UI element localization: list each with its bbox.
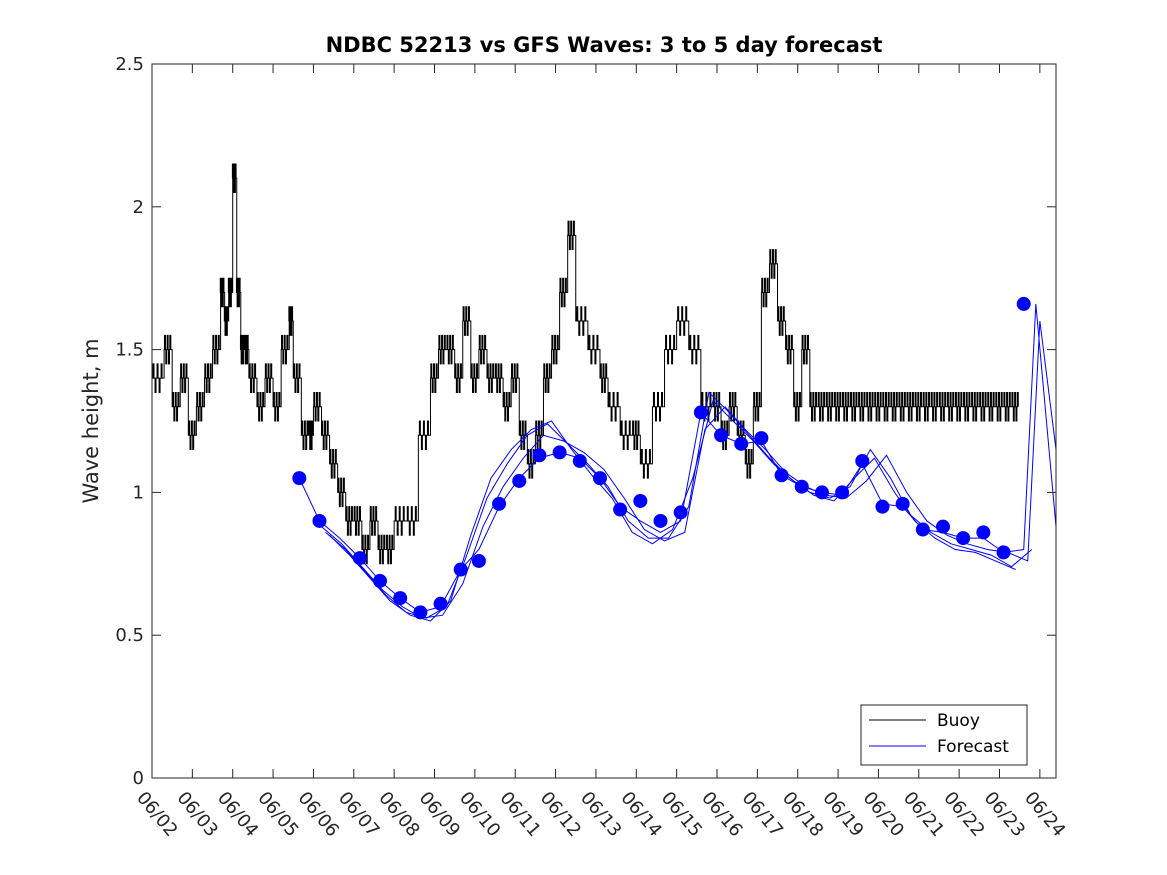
- forecast-point: [453, 562, 468, 577]
- forecast-point: [471, 553, 486, 568]
- forecast-point: [552, 445, 567, 460]
- y-tick-label: 0.5: [115, 625, 144, 646]
- forecast-point: [996, 545, 1011, 560]
- y-tick-label: 1.5: [115, 340, 144, 361]
- forecast-point: [794, 479, 809, 494]
- forecast-point: [673, 505, 688, 520]
- data-layer: [152, 163, 1056, 622]
- forecast-point: [895, 496, 910, 511]
- forecast-point: [393, 591, 408, 606]
- legend-forecast-label: Forecast: [937, 737, 1009, 757]
- forecast-point: [492, 496, 507, 511]
- plot-frame: [151, 63, 1057, 779]
- forecast-point: [835, 485, 850, 500]
- forecast-point: [292, 471, 307, 486]
- forecast-point: [956, 531, 971, 546]
- forecast-point: [693, 405, 708, 420]
- legend-buoy-label: Buoy: [937, 711, 980, 731]
- forecast-point: [936, 519, 950, 534]
- y-axis-label: Wave height, m: [79, 338, 103, 503]
- forecast-point: [875, 499, 890, 514]
- forecast-point: [976, 525, 991, 540]
- legend-box: [860, 704, 1028, 766]
- forecast-point: [592, 471, 607, 486]
- legend: Buoy Forecast: [860, 704, 1028, 766]
- forecast-point: [774, 468, 789, 483]
- forecast-point: [814, 485, 829, 500]
- forecast-point: [312, 513, 327, 528]
- forecast-point: [373, 573, 388, 588]
- forecast-point: [433, 596, 448, 611]
- forecast-point: [512, 473, 527, 488]
- forecast-point: [734, 436, 749, 451]
- y-tick-label: 2: [133, 197, 144, 218]
- forecast-point: [754, 431, 769, 446]
- forecast-point: [633, 493, 648, 508]
- forecast-point: [714, 428, 729, 443]
- forecast-point: [855, 453, 870, 468]
- y-tick-label: 1: [133, 482, 144, 503]
- forecast-point: [572, 453, 587, 468]
- forecast-point: [413, 605, 428, 620]
- y-tick-label: 2.5: [115, 54, 144, 75]
- forecast-point: [915, 522, 930, 537]
- forecast-point: [352, 551, 367, 566]
- forecast-point: [613, 502, 628, 517]
- series-buoy-line: [152, 163, 1019, 565]
- chart-title: NDBC 52213 vs GFS Waves: 3 to 5 day fore…: [326, 33, 883, 57]
- y-tick-label: 0: [133, 768, 144, 789]
- forecast-point: [653, 513, 668, 528]
- forecast-point: [1016, 296, 1031, 311]
- forecast-point: [532, 448, 547, 463]
